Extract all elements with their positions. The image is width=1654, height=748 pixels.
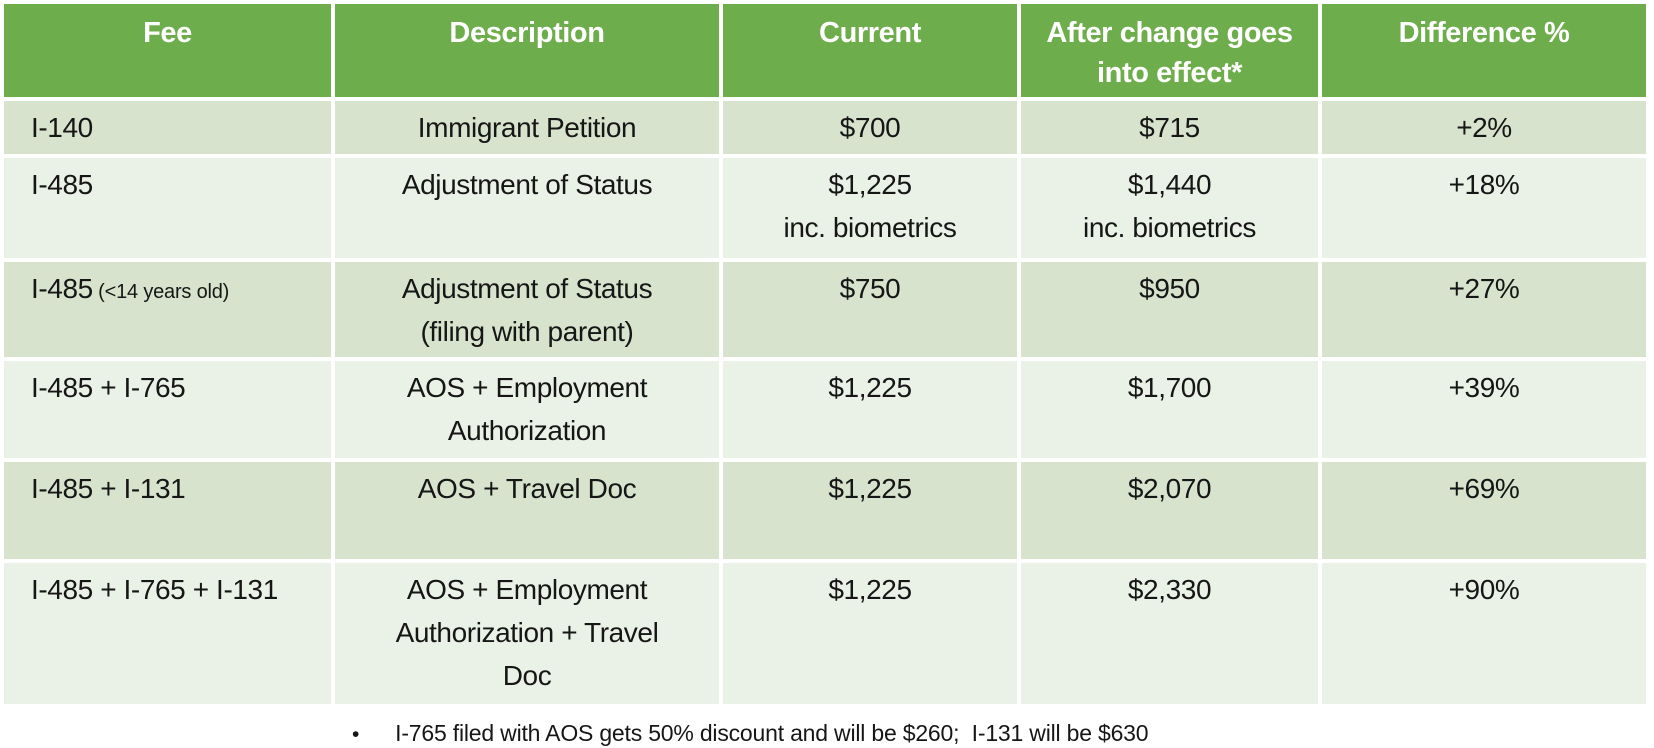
current-fee-cell: $1,225 <box>723 361 1017 458</box>
difference-cell: +69% <box>1322 462 1646 559</box>
difference-cell: +90% <box>1322 563 1646 704</box>
table-row: I-140 Immigrant Petition $700 $715 +2% <box>4 101 1646 154</box>
table-row: I-485 (<14 years old) Adjustment of Statu… <box>4 262 1646 357</box>
after-change-fee-cell: $715 <box>1021 101 1318 154</box>
fee-code: I-485 <box>31 169 93 200</box>
table-header-row: Fee Description Current After change goe… <box>4 4 1646 97</box>
difference-cell: +2% <box>1322 101 1646 154</box>
column-header-after-change: After change goes into effect* <box>1021 4 1318 97</box>
description-cell: Immigrant Petition <box>335 101 719 154</box>
description-cell: AOS + Travel Doc <box>335 462 719 559</box>
difference-cell: +39% <box>1322 361 1646 458</box>
difference-cell: +18% <box>1322 158 1646 258</box>
current-fee-cell: $1,225 <box>723 563 1017 704</box>
after-change-fee-cell: $1,700 <box>1021 361 1318 458</box>
current-fee-cell: $700 <box>723 101 1017 154</box>
footnote: • I-765 filed with AOS gets 50% discount… <box>0 720 1654 747</box>
difference-cell: +27% <box>1322 262 1646 357</box>
footnote-text: I-765 filed with AOS gets 50% discount a… <box>395 720 1149 746</box>
after-change-fee-cell: $1,440 inc. biometrics <box>1021 158 1318 258</box>
after-change-fee-cell: $2,070 <box>1021 462 1318 559</box>
fee-table-body: I-140 Immigrant Petition $700 $715 +2% I-485 A… <box>4 101 1646 704</box>
fee-code: I-140 <box>31 112 93 143</box>
table-row: I-485 + I-765 AOS + Employment Authorizat… <box>4 361 1646 458</box>
fee-code: I-485 + I-131 <box>31 473 186 504</box>
description-cell: Adjustment of Status <box>335 158 719 258</box>
description-cell: Adjustment of Status (filing with parent… <box>335 262 719 357</box>
table-row: I-485 + I-131 AOS + Travel Doc $1,225 $2,07… <box>4 462 1646 559</box>
table-row: I-485 + I-765 + I-131 AOS + Employment Au… <box>4 563 1646 704</box>
fee-cell: I-485 + I-765 + I-131 <box>4 563 331 704</box>
current-fee-cell: $1,225 <box>723 462 1017 559</box>
column-header-fee: Fee <box>4 4 331 97</box>
column-header-difference: Difference % <box>1322 4 1646 97</box>
column-header-current: Current <box>723 4 1017 97</box>
fee-cell: I-485 + I-131 <box>4 462 331 559</box>
fee-cell: I-485 (<14 years old) <box>4 262 331 357</box>
fee-code: I-485 <box>31 273 93 304</box>
fee-code: I-485 + I-765 + I-131 <box>31 574 278 605</box>
fee-note: (<14 years old) <box>92 281 230 303</box>
after-change-fee-cell: $950 <box>1021 262 1318 357</box>
after-change-fee-cell: $2,330 <box>1021 563 1318 704</box>
bullet-icon: • <box>352 723 360 746</box>
current-fee-cell: $1,225 inc. biometrics <box>723 158 1017 258</box>
fee-cell: I-485 + I-765 <box>4 361 331 458</box>
current-fee-cell: $750 <box>723 262 1017 357</box>
fee-table: Fee Description Current After change goe… <box>4 4 1646 704</box>
table-row: I-485 Adjustment of Status $1,225 inc. bio… <box>4 158 1646 258</box>
fee-code: I-485 + I-765 <box>31 372 186 403</box>
description-cell: AOS + Employment Authorization + Travel … <box>335 563 719 704</box>
fee-cell: I-485 <box>4 158 331 258</box>
description-cell: AOS + Employment Authorization <box>335 361 719 458</box>
column-header-description: Description <box>335 4 719 97</box>
fee-cell: I-140 <box>4 101 331 154</box>
